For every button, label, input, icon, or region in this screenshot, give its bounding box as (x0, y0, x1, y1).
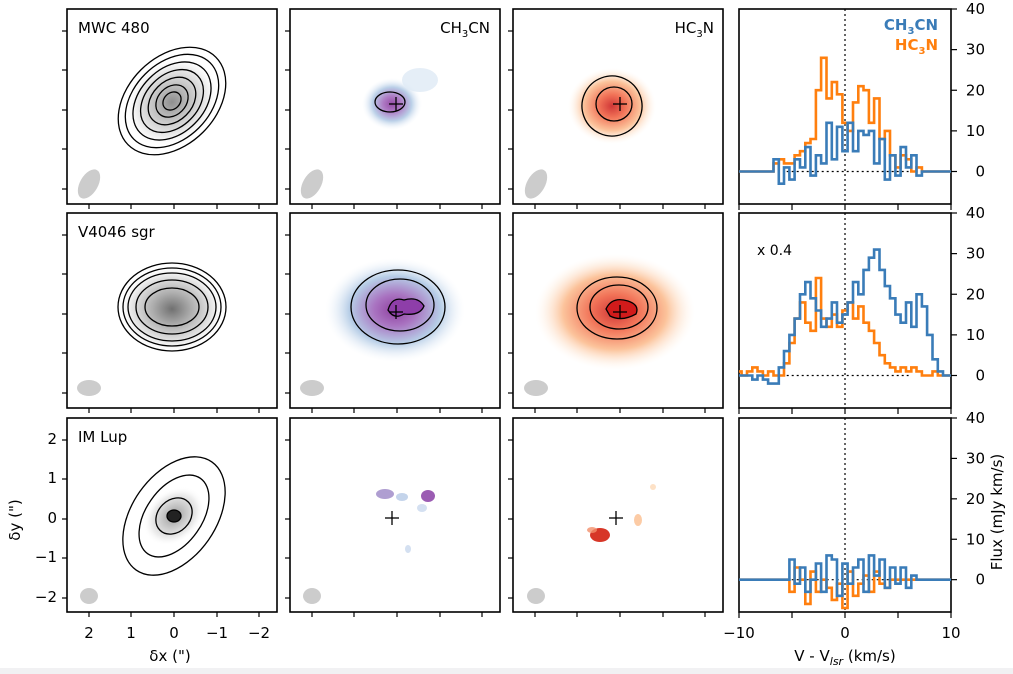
column-title-hc3n: HC3N (675, 19, 714, 40)
spec-y-tick-label: 40 (966, 409, 985, 427)
series-ch3cn (739, 248, 951, 385)
continuum-emission (118, 265, 226, 353)
center-cross (389, 305, 403, 319)
source-label: V4046 sgr (78, 223, 156, 241)
contour (576, 276, 658, 340)
spec-y-tick-label: 40 (966, 204, 985, 222)
contour (350, 269, 446, 345)
series-ch3cn (739, 121, 951, 185)
source-label: IM Lup (78, 428, 127, 446)
spec-y-tick-label: 0 (975, 163, 985, 181)
spec-y-tick-label: 30 (966, 245, 985, 263)
contour (605, 298, 638, 320)
spec-y-tick-label: 20 (966, 285, 985, 303)
row-v4046: V4046 sgr (66, 212, 724, 409)
panel-continuum-mwc480: MWC 480 (66, 8, 278, 205)
spec-y-tick-label: 10 (966, 122, 985, 140)
spec-x-tick-label: 10 (941, 624, 960, 642)
x-tick-label: 1 (126, 624, 136, 642)
spectrum-panel: 0 10 20 30 40 (738, 409, 985, 618)
y-tick-label: 0 (47, 509, 57, 527)
spec-x-axis-label: V - Vlsr (km/s) (794, 647, 895, 668)
row-imlup: IM Lup (66, 417, 724, 613)
contour (374, 91, 406, 113)
hc3n-emission (568, 68, 656, 144)
spec-y-tick-label: 40 (966, 0, 985, 18)
x-tick-label: −1 (206, 624, 228, 642)
spectrum-panel: 0 10 20 30 40 (738, 204, 985, 414)
spec-y-tick-label: 10 (966, 326, 985, 344)
x-tick-label: 0 (169, 624, 179, 642)
spectra-x-axis: −10 0 10 V - Vlsr (km/s) (723, 624, 960, 668)
map-ticks (62, 30, 706, 617)
contour (365, 278, 435, 332)
beam-ellipse (300, 169, 324, 199)
map-y-axis: 2 1 0 −1 −2 δy (") (6, 430, 57, 606)
beam-ellipse (77, 169, 101, 199)
scale-note: x 0.4 (757, 243, 792, 259)
spec-x-tick-label: 0 (840, 624, 850, 642)
spec-y-tick-label: 30 (966, 449, 985, 467)
spec-y-tick-label: 30 (966, 41, 985, 59)
panel-hc3n-imlup (512, 417, 724, 613)
row-mwc480: MWC 480 CH3CN HC3N (66, 8, 724, 205)
ch3cn-emission-clumps (376, 489, 435, 553)
bottom-strip (0, 668, 1013, 674)
column-title-ch3cn: CH3CN (440, 19, 490, 40)
map-x-axis: 2 1 0 −1 −2 δx (") (84, 624, 270, 665)
hc3n-emission-clumps (587, 484, 656, 542)
map-x-axis-label: δx (") (149, 647, 190, 665)
legend-ch3cn: CH3CN (884, 16, 938, 37)
spec-y-tick-label: 20 (966, 81, 985, 99)
y-tick-label: 2 (47, 430, 57, 448)
beam-ellipse (524, 380, 548, 396)
y-tick-label: −1 (35, 548, 57, 566)
spectra-column: 0 10 20 30 40 0 10 20 30 40 0 10 20 30 40 (738, 0, 985, 618)
ch3cn-emission-faint (402, 68, 438, 92)
map-y-axis-label: δy (") (6, 499, 24, 540)
center-cross (609, 511, 623, 525)
spec-y-tick-label: 0 (975, 571, 985, 589)
contour (581, 75, 643, 137)
y-tick-label: 1 (47, 469, 57, 487)
spec-x-tick-label: −10 (723, 624, 755, 642)
contours (117, 46, 227, 156)
y-tick-label: −2 (35, 588, 57, 606)
beam-ellipse (527, 588, 545, 604)
center-cross (613, 305, 627, 319)
panel-continuum-imlup: IM Lup (66, 417, 278, 613)
panel-ch3cn-imlup (289, 417, 501, 613)
beam-ellipse (524, 169, 548, 199)
panel-frame (512, 417, 724, 613)
panel-frame (289, 417, 501, 613)
panel-continuum-v4046: V4046 sgr (66, 212, 278, 409)
legend-hc3n: HC3N (895, 36, 938, 57)
contour (595, 86, 633, 122)
spec-y-tick-label: 10 (966, 530, 985, 548)
beam-ellipse (80, 588, 98, 604)
contour (589, 284, 649, 330)
spectrum-panel: 0 10 20 30 40 (738, 0, 985, 210)
x-tick-label: −2 (248, 624, 270, 642)
series-ch3cn (739, 554, 951, 598)
panel-ch3cn-v4046 (289, 212, 501, 409)
spec-y-tick-label: 0 (975, 367, 985, 385)
beam-ellipse (77, 380, 101, 396)
center-cross (389, 97, 403, 111)
spec-y-tick-label: 20 (966, 490, 985, 508)
center-cross (385, 511, 399, 525)
legend: CH3CN HC3N (884, 16, 938, 57)
x-tick-label: 2 (84, 624, 94, 642)
panel-hc3n-v4046 (512, 212, 724, 409)
beam-ellipse (300, 380, 324, 396)
contours (117, 262, 227, 352)
panel-ch3cn-mwc480: CH3CN (289, 8, 501, 205)
center-cross (613, 97, 627, 111)
panel-hc3n-mwc480: HC3N (512, 8, 724, 205)
beam-ellipse (303, 588, 321, 604)
source-label: MWC 480 (78, 19, 150, 37)
contours (122, 456, 226, 576)
spec-y-axis-label: Flux (mJy km/s) (988, 454, 1006, 571)
